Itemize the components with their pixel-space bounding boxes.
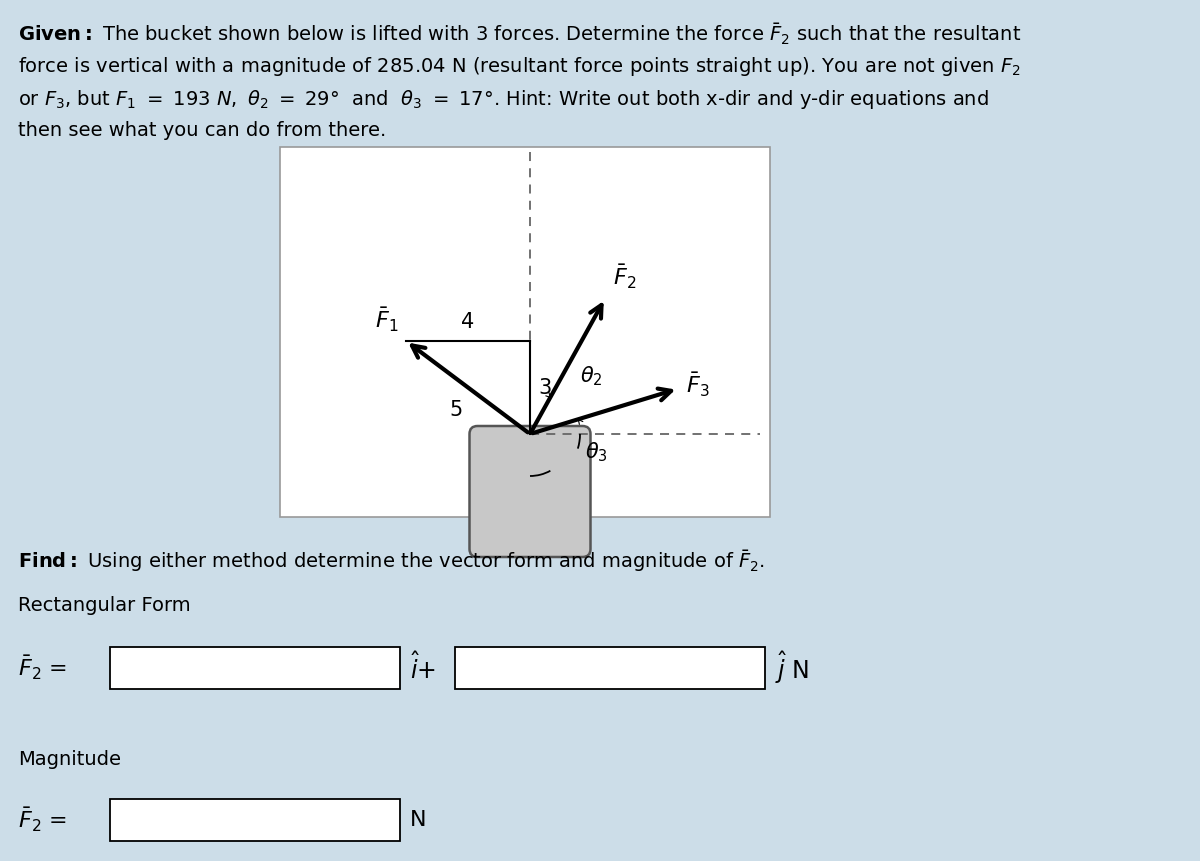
Bar <box>280 148 770 517</box>
Text: 5: 5 <box>450 400 463 420</box>
Bar <box>110 647 400 689</box>
Text: $\hat{i}$+: $\hat{i}$+ <box>410 652 436 683</box>
Text: N: N <box>410 809 426 829</box>
Text: or $F_3$, but $F_1\ =\ 193\ N,\ \theta_2\ =\ 29°\ $ and $\ \theta_3\ =\ 17°$. Hi: or $F_3$, but $F_1\ =\ 193\ N,\ \theta_2… <box>18 88 989 111</box>
Bar <box>110 799 400 841</box>
Text: $\bar{F}_3$: $\bar{F}_3$ <box>686 370 709 399</box>
Text: $\hat{j}$ N: $\hat{j}$ N <box>775 649 809 685</box>
Text: $\mathbf{Find:}$ Using either method determine the vector form and magnitude of : $\mathbf{Find:}$ Using either method det… <box>18 548 764 573</box>
Text: $\theta_3$: $\theta_3$ <box>586 439 607 463</box>
Text: Rectangular Form: Rectangular Form <box>18 595 191 614</box>
FancyBboxPatch shape <box>469 426 590 557</box>
Bar <box>455 647 766 689</box>
Text: $\bar{F}_1$: $\bar{F}_1$ <box>374 306 398 333</box>
Text: 3: 3 <box>538 378 551 398</box>
Text: Magnitude: Magnitude <box>18 749 121 768</box>
Text: $\mathbf{Given:}$ The bucket shown below is lifted with 3 forces. Determine the : $\mathbf{Given:}$ The bucket shown below… <box>18 22 1021 47</box>
Text: force is vertical with a magnitude of 285.04 N (resultant force points straight : force is vertical with a magnitude of 28… <box>18 55 1021 77</box>
Text: $\bar{F}_2$: $\bar{F}_2$ <box>613 263 636 291</box>
Text: $\bar{F}_2$ =: $\bar{F}_2$ = <box>18 653 67 681</box>
Text: 4: 4 <box>461 312 475 331</box>
Text: $\bar{F}_2$ =: $\bar{F}_2$ = <box>18 805 67 833</box>
Text: $\theta_2$: $\theta_2$ <box>580 364 602 387</box>
Text: then see what you can do from there.: then see what you can do from there. <box>18 121 386 139</box>
